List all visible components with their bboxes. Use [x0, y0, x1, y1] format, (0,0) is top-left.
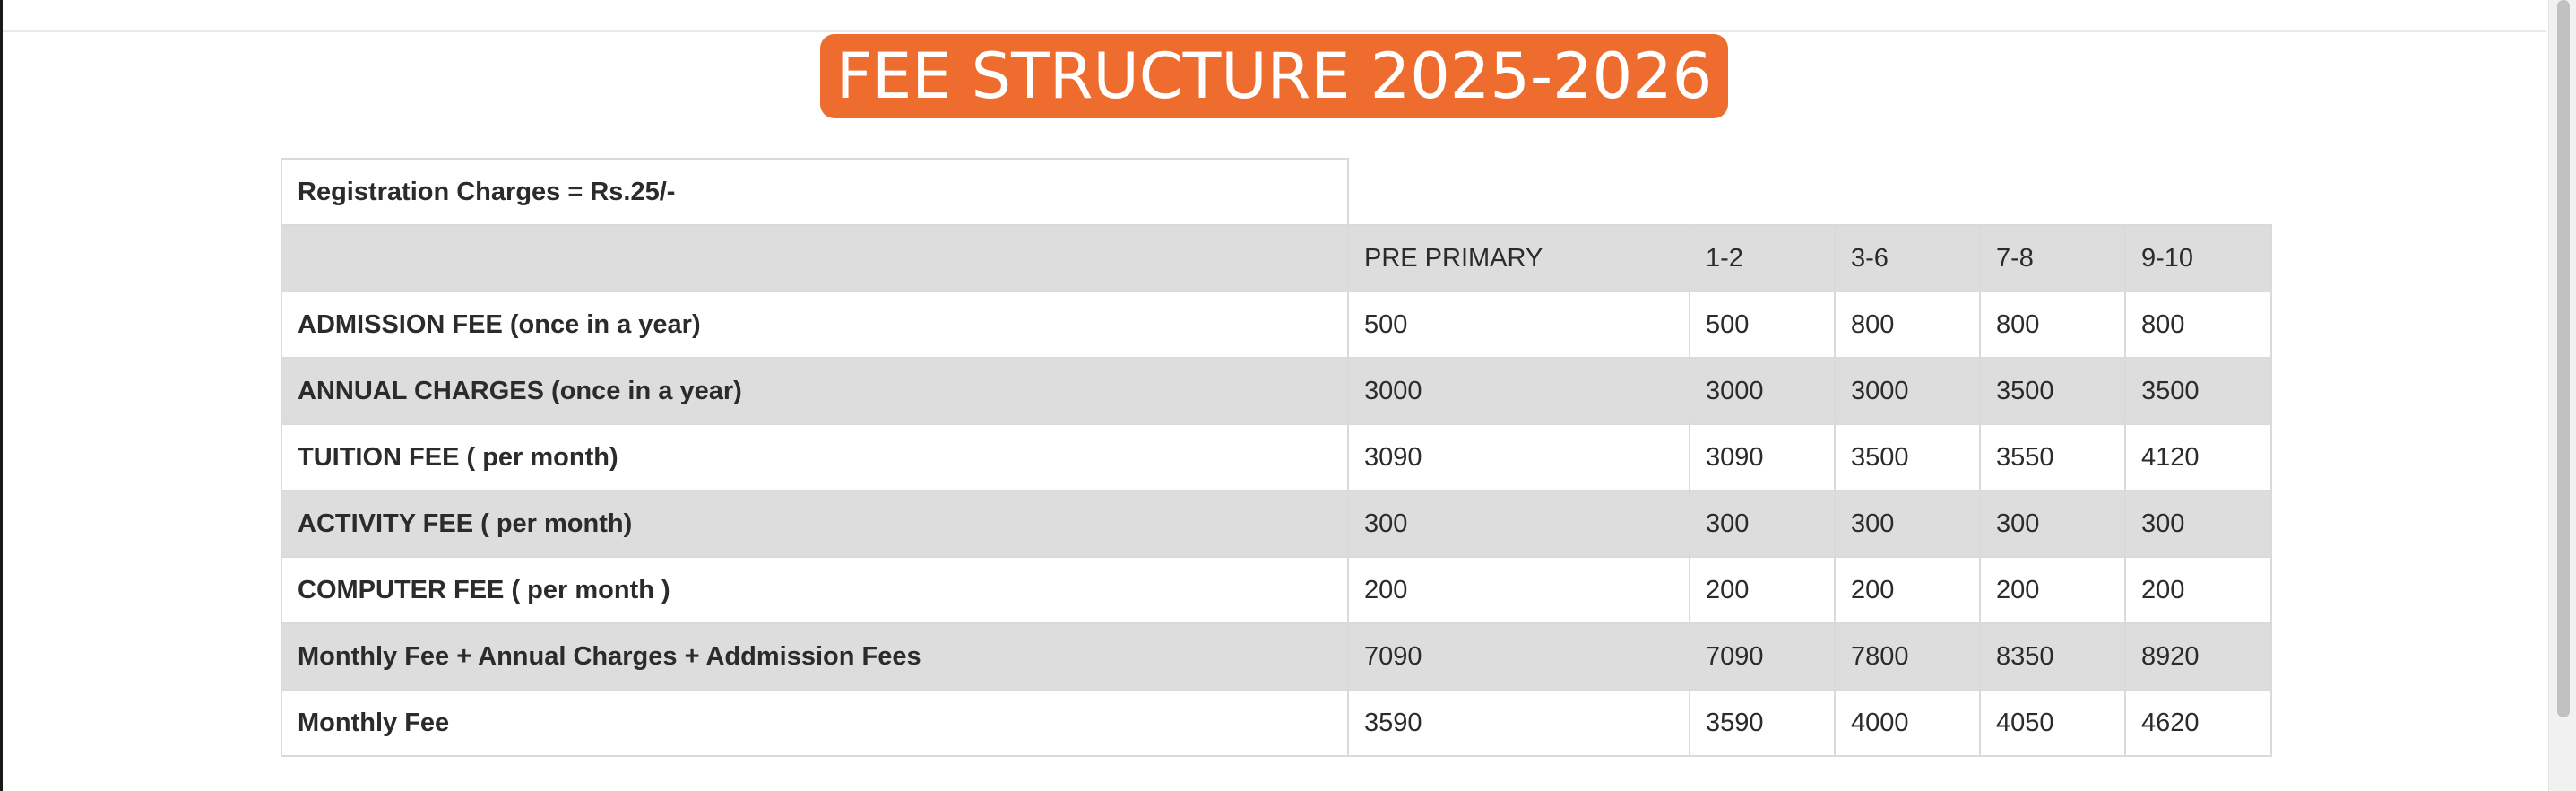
table-cell: 200 — [1689, 556, 1836, 624]
table-cell: 3550 — [1979, 423, 2126, 491]
column-header: 3-6 — [1834, 224, 1981, 292]
table-cell: 3500 — [1834, 423, 1981, 491]
table-header-row: PRE PRIMARY 1-2 3-6 7-8 9-10 — [281, 224, 2272, 292]
row-label: COMPUTER FEE ( per month ) — [281, 556, 1349, 624]
table-cell: 4620 — [2124, 689, 2272, 757]
column-header: 7-8 — [1979, 224, 2126, 292]
table-cell: 200 — [1979, 556, 2126, 624]
table-cell: 7090 — [1689, 622, 1836, 691]
table-cell: 3090 — [1689, 423, 1836, 491]
table-cell: 300 — [1347, 490, 1690, 558]
table-cell: 7090 — [1347, 622, 1690, 691]
row-label: Monthly Fee + Annual Charges + Addmissio… — [281, 622, 1349, 691]
table-row: TUITION FEE ( per month) 3090 3090 3500 … — [281, 423, 2272, 491]
table-cell: 3500 — [2124, 357, 2272, 425]
fee-structure-table: Registration Charges = Rs.25/- PRE PRIMA… — [281, 158, 2272, 757]
table-row: Monthly Fee 3590 3590 4000 4050 4620 — [281, 689, 2272, 757]
table-row: ACTIVITY FEE ( per month) 300 300 300 30… — [281, 490, 2272, 558]
page-title: FEE STRUCTURE 2025-2026 — [819, 34, 1729, 118]
column-header: 9-10 — [2124, 224, 2272, 292]
title-container: FEE STRUCTURE 2025-2026 — [0, 34, 2548, 118]
window-edge — [0, 0, 3, 791]
table-cell: 500 — [1347, 291, 1690, 359]
table-row: Monthly Fee + Annual Charges + Addmissio… — [281, 622, 2272, 691]
table-cell: 300 — [1979, 490, 2126, 558]
column-header: PRE PRIMARY — [1347, 224, 1690, 292]
row-label: ADMISSION FEE (once in a year) — [281, 291, 1349, 359]
table-cell: 7800 — [1834, 622, 1981, 691]
table-cell: 3000 — [1689, 357, 1836, 425]
table-cell: 3000 — [1834, 357, 1981, 425]
table-row: ANNUAL CHARGES (once in a year) 3000 300… — [281, 357, 2272, 425]
table-cell: 200 — [1834, 556, 1981, 624]
table-cell: 200 — [1347, 556, 1690, 624]
table-cell: 3590 — [1689, 689, 1836, 757]
table-cell: 8920 — [2124, 622, 2272, 691]
table-cell: 500 — [1689, 291, 1836, 359]
row-label: Monthly Fee — [281, 689, 1349, 757]
row-label: ANNUAL CHARGES (once in a year) — [281, 357, 1349, 425]
table-cell: 300 — [1834, 490, 1981, 558]
table-cell: 800 — [1979, 291, 2126, 359]
table-cell: 8350 — [1979, 622, 2126, 691]
table-cell: 300 — [1689, 490, 1836, 558]
row-label: ACTIVITY FEE ( per month) — [281, 490, 1349, 558]
scrollbar-thumb[interactable] — [2557, 0, 2570, 717]
registration-charges: Registration Charges = Rs.25/- — [281, 158, 1349, 226]
table-row: COMPUTER FEE ( per month ) 200 200 200 2… — [281, 556, 2272, 624]
table-cell: 800 — [2124, 291, 2272, 359]
table-cell: 3590 — [1347, 689, 1690, 757]
table-cell: 3090 — [1347, 423, 1690, 491]
table-cell: 4000 — [1834, 689, 1981, 757]
header-divider — [3, 30, 2546, 32]
column-header — [281, 224, 1349, 292]
table-cell: 3000 — [1347, 357, 1690, 425]
table-cell: 300 — [2124, 490, 2272, 558]
registration-row: Registration Charges = Rs.25/- — [281, 158, 2271, 226]
empty-corner — [1348, 159, 2271, 225]
column-header: 1-2 — [1689, 224, 1836, 292]
table-cell: 4050 — [1979, 689, 2126, 757]
table-cell: 3500 — [1979, 357, 2126, 425]
vertical-scrollbar[interactable] — [2548, 0, 2576, 791]
table-cell: 200 — [2124, 556, 2272, 624]
table-cell: 4120 — [2124, 423, 2272, 491]
row-label: TUITION FEE ( per month) — [281, 423, 1349, 491]
table-cell: 800 — [1834, 291, 1981, 359]
table-row: ADMISSION FEE (once in a year) 500 500 8… — [281, 291, 2272, 359]
